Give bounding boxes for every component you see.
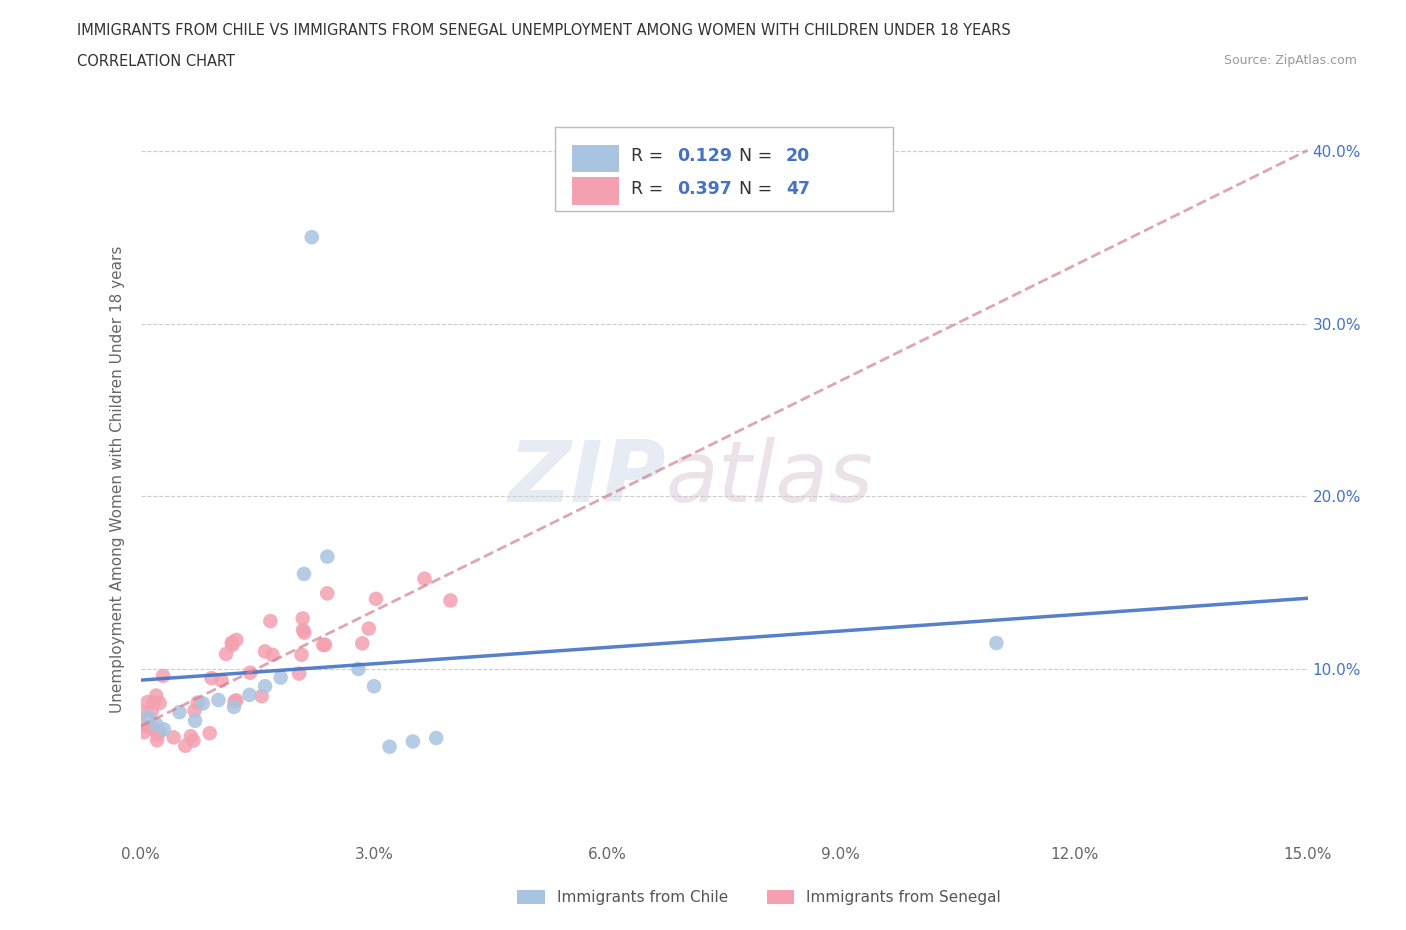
- Text: 0.397: 0.397: [678, 179, 733, 198]
- Point: [145, 688, 167, 703]
- Point: [292, 622, 315, 637]
- Point: [191, 696, 214, 711]
- Point: [153, 722, 176, 737]
- Point: [215, 646, 238, 661]
- Point: [162, 730, 184, 745]
- Point: [141, 704, 163, 719]
- Point: [221, 635, 243, 650]
- Point: [146, 727, 169, 742]
- Point: [142, 722, 165, 737]
- Point: [402, 734, 425, 749]
- Point: [253, 644, 276, 658]
- Point: [152, 669, 174, 684]
- Point: [183, 703, 205, 718]
- Point: [301, 230, 323, 245]
- Point: [146, 733, 169, 748]
- Point: [413, 571, 436, 586]
- Point: [425, 731, 447, 746]
- Point: [224, 694, 246, 709]
- Text: Source: ZipAtlas.com: Source: ZipAtlas.com: [1223, 54, 1357, 67]
- Point: [184, 713, 207, 728]
- Point: [262, 647, 284, 662]
- Point: [225, 632, 247, 647]
- Text: N =: N =: [740, 147, 778, 166]
- FancyBboxPatch shape: [555, 127, 893, 210]
- Point: [238, 687, 260, 702]
- Point: [183, 733, 205, 748]
- Text: 20: 20: [786, 147, 810, 166]
- Point: [316, 586, 339, 601]
- Point: [169, 705, 191, 720]
- Y-axis label: Unemployment Among Women with Children Under 18 years: Unemployment Among Women with Children U…: [110, 246, 125, 712]
- Point: [132, 719, 155, 734]
- Point: [145, 717, 167, 732]
- Point: [364, 591, 387, 606]
- Text: N =: N =: [740, 179, 778, 198]
- Point: [291, 611, 314, 626]
- Text: atlas: atlas: [666, 437, 873, 521]
- Point: [316, 550, 339, 565]
- Point: [986, 635, 1008, 650]
- Text: R =: R =: [631, 147, 668, 166]
- Point: [187, 695, 209, 710]
- Point: [290, 647, 312, 662]
- Text: 47: 47: [786, 179, 810, 198]
- Point: [198, 725, 221, 740]
- Bar: [572, 178, 619, 205]
- Point: [132, 724, 155, 739]
- Point: [148, 724, 170, 739]
- Text: 0.129: 0.129: [678, 147, 733, 166]
- Point: [222, 699, 245, 714]
- Point: [180, 729, 202, 744]
- Point: [136, 695, 159, 710]
- Point: [142, 695, 165, 710]
- Point: [207, 693, 229, 708]
- Legend: Immigrants from Chile, Immigrants from Senegal: Immigrants from Chile, Immigrants from S…: [510, 883, 1008, 913]
- Point: [292, 625, 315, 640]
- Point: [211, 673, 233, 688]
- Point: [201, 671, 224, 685]
- Point: [347, 661, 370, 676]
- Point: [174, 738, 197, 753]
- Point: [312, 638, 335, 653]
- Text: ZIP: ZIP: [508, 437, 666, 521]
- Point: [254, 679, 277, 694]
- Text: R =: R =: [631, 179, 668, 198]
- Point: [439, 593, 461, 608]
- Point: [270, 671, 292, 685]
- Point: [352, 636, 374, 651]
- Point: [288, 666, 311, 681]
- Point: [149, 696, 172, 711]
- Point: [292, 566, 315, 581]
- Point: [250, 689, 273, 704]
- Point: [225, 693, 247, 708]
- Point: [357, 621, 380, 636]
- Point: [139, 720, 162, 735]
- Point: [314, 637, 336, 652]
- Point: [378, 739, 401, 754]
- Point: [239, 665, 262, 680]
- Point: [363, 679, 385, 694]
- Point: [221, 638, 243, 653]
- Text: IMMIGRANTS FROM CHILE VS IMMIGRANTS FROM SENEGAL UNEMPLOYMENT AMONG WOMEN WITH C: IMMIGRANTS FROM CHILE VS IMMIGRANTS FROM…: [77, 23, 1011, 38]
- Point: [138, 710, 160, 724]
- Bar: [572, 144, 619, 172]
- Point: [259, 614, 281, 629]
- Text: CORRELATION CHART: CORRELATION CHART: [77, 54, 235, 69]
- Point: [132, 705, 155, 720]
